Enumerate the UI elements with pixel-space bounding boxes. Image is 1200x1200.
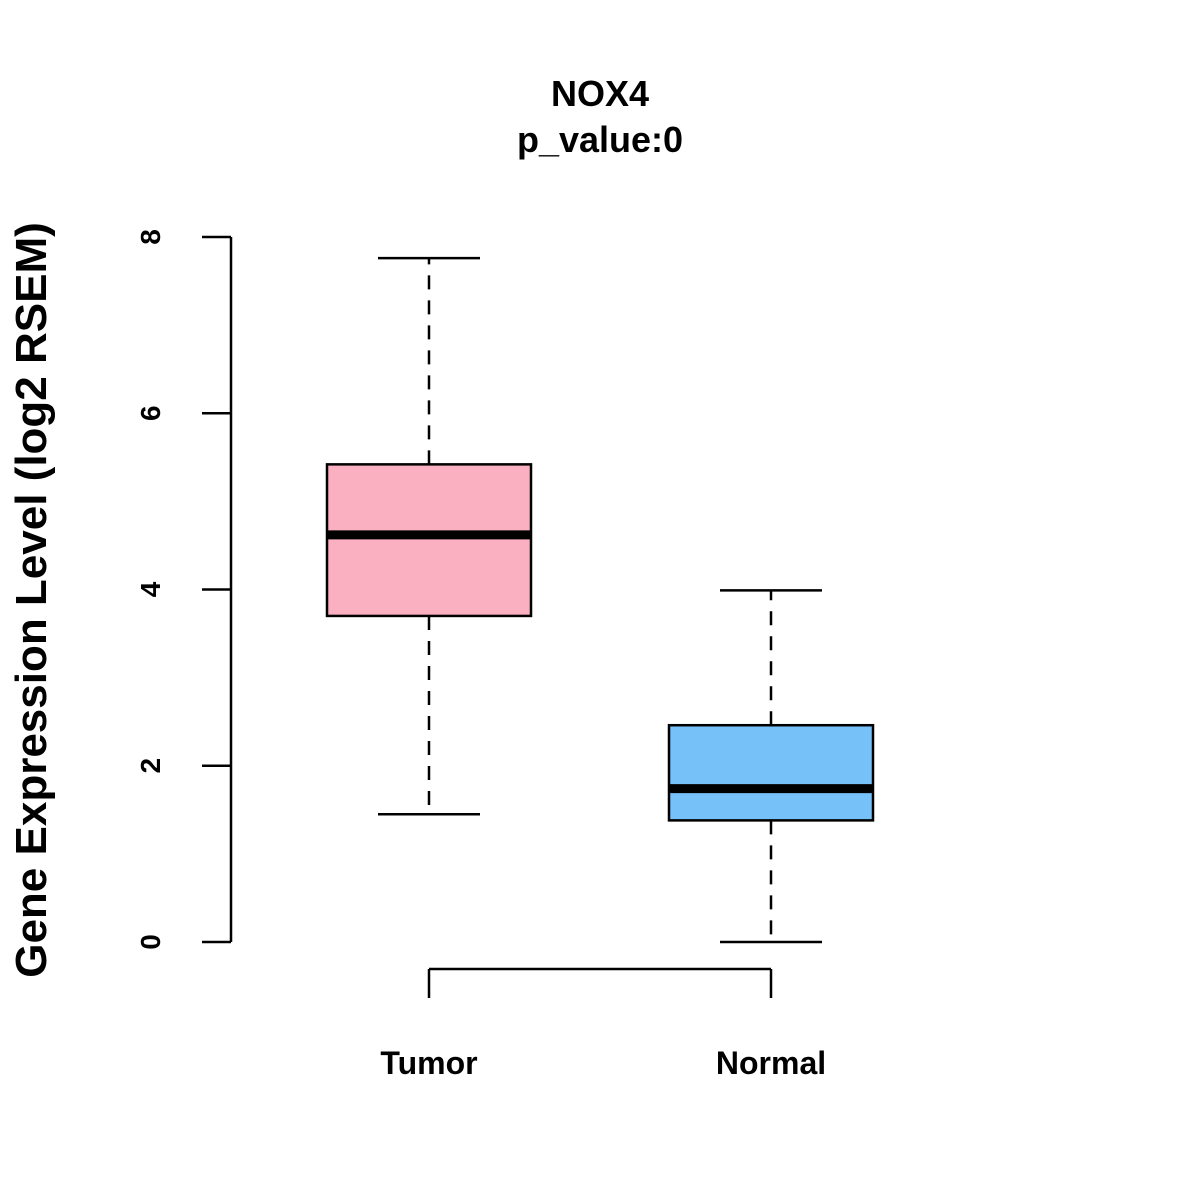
iqr-box: [667, 723, 875, 822]
x-category-label: Normal: [716, 1045, 826, 1081]
y-axis-label: Gene Expression Level (log2 RSEM): [7, 222, 56, 978]
x-axis-labels: Tumor Normal: [380, 1045, 826, 1081]
y-tick-label: 8: [135, 229, 166, 245]
y-tick-label: 2: [135, 758, 166, 774]
y-tick-label: 4: [135, 581, 166, 597]
boxes-group: [325, 256, 875, 944]
iqr-box: [325, 463, 533, 618]
chart-title: NOX4: [551, 73, 649, 114]
y-axis: 0 2 4 6 8: [135, 229, 233, 950]
y-tick-label: 6: [135, 405, 166, 421]
chart-subtitle: p_value:0: [517, 119, 683, 160]
x-category-label: Tumor: [380, 1045, 477, 1081]
box-tumor: [325, 256, 533, 816]
comparison-bracket: [427, 967, 773, 998]
y-tick-label: 0: [135, 934, 166, 950]
box-normal: [667, 589, 875, 944]
